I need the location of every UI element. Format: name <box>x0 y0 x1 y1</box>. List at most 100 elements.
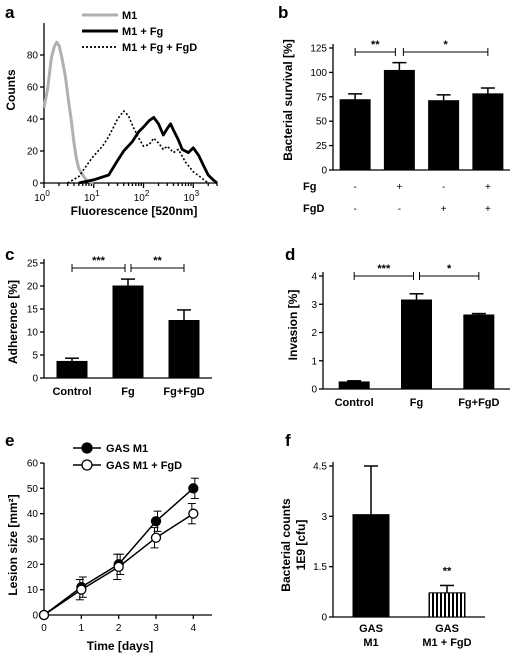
y-tick-label: 0 <box>32 611 38 622</box>
category-label: Fg+FgD <box>458 397 499 409</box>
legend-label-m1-fg: M1 + Fg <box>122 26 163 38</box>
panel-c-letter: c <box>5 245 14 264</box>
significance-label: ** <box>153 255 162 267</box>
panel-a-xlabel: Fluorescence [520nm] <box>71 204 198 218</box>
y-tick-label: 0 <box>32 179 38 190</box>
bar <box>112 285 144 379</box>
series-line <box>67 110 209 184</box>
x-tick-label: 102 <box>134 189 150 204</box>
panel-e-letter: e <box>5 431 14 450</box>
panel-b-row-fg: Fg <box>303 181 316 193</box>
bar <box>428 592 466 618</box>
y-tick-label: 25 <box>27 259 39 270</box>
y-tick-label: 1.5 <box>313 562 327 573</box>
fg-mark: + <box>485 182 491 193</box>
y-tick-label: 15 <box>27 305 39 316</box>
y-tick-label: 25 <box>316 141 328 152</box>
y-tick-label: 10 <box>27 328 39 339</box>
panel-b-letter: b <box>278 3 288 22</box>
x-tick-label: 3 <box>153 623 159 634</box>
significance-label: *** <box>377 263 391 275</box>
category-label: Control <box>52 386 91 398</box>
legend-label-m1: M1 <box>122 10 137 22</box>
data-point <box>76 584 87 595</box>
panel-a-plot <box>42 40 218 185</box>
legend-label-gas-m1-fgd: GAS M1 + FgD <box>106 460 182 472</box>
bar <box>339 99 371 171</box>
series-line <box>78 116 218 185</box>
y-tick-label: 20 <box>27 147 39 158</box>
fg-mark: + <box>396 182 402 193</box>
panel-d-ylabel: Invasion [%] <box>286 290 300 361</box>
data-point <box>188 508 199 519</box>
bar <box>352 514 390 618</box>
y-tick-label: 5 <box>32 351 38 362</box>
x-tick-label: 103 <box>183 189 199 204</box>
y-tick-label: 80 <box>27 51 39 62</box>
legend-label-gas-m1: GAS M1 <box>106 443 148 455</box>
bar <box>168 320 200 379</box>
panel-b-ylabel: Bacterial survival [%] <box>281 39 295 160</box>
panel-a-ylabel: Counts <box>4 69 18 111</box>
panel-f-ylabel-line2: 1E9 [cfu] <box>294 520 308 571</box>
x-tick-label: 2 <box>116 623 122 634</box>
fg-mark: - <box>442 182 445 193</box>
y-tick-label: 0 <box>321 613 327 624</box>
category-label: Fg <box>121 386 134 398</box>
y-tick-label: 0 <box>311 385 317 396</box>
panel-a-letter: a <box>5 3 15 22</box>
y-tick-label: 60 <box>27 459 39 470</box>
fgd-mark: + <box>441 204 447 215</box>
category-label: Fg <box>410 397 423 409</box>
y-tick-label: 100 <box>310 68 327 79</box>
y-tick-label: 40 <box>27 509 39 520</box>
x-tick-label: 4 <box>191 623 197 634</box>
fg-mark: - <box>353 182 356 193</box>
panel-f: f Bacterial counts 1E9 [cfu] 0 1.5 3 4.5 GAS… <box>279 431 485 649</box>
y-tick-label: 50 <box>316 117 328 128</box>
y-tick-label: 0 <box>321 166 327 177</box>
significance-label: * <box>443 39 448 51</box>
panel-f-plot: 0 1.5 3 4.5 GAS M1 GAS M1 + FgD ** <box>313 462 485 649</box>
y-tick-label: 20 <box>27 282 39 293</box>
legend-marker-gas-m1-fgd <box>81 459 93 471</box>
y-tick-label: 1 <box>311 356 317 367</box>
series-line <box>42 40 95 185</box>
panel-c: c Adherence [%] 0 5 10 15 20 25 Control Fg Fg+Fg… <box>5 245 212 398</box>
panel-d-letter: d <box>285 245 295 264</box>
x-tick-label: 0 <box>41 623 47 634</box>
panel-f-ylabel-line1: Bacterial counts <box>279 498 293 592</box>
panel-e: e Lesion size [mm²] Time [days] 01020304… <box>5 431 212 653</box>
y-tick-label: 0 <box>32 374 38 385</box>
category-label-line2: M1 + FgD <box>422 637 471 649</box>
bar <box>463 314 495 390</box>
y-tick-label: 2 <box>311 328 317 339</box>
y-tick-label: 125 <box>310 44 327 55</box>
y-tick-label: 50 <box>27 484 39 495</box>
x-tick-label: 100 <box>34 189 50 204</box>
significance-label: ** <box>443 565 452 577</box>
x-tick-label: 1 <box>79 623 85 634</box>
category-label: Control <box>335 397 374 409</box>
panel-a-axes: 0 20 40 60 80 100 101 102 103 <box>27 23 218 204</box>
data-point <box>113 561 124 573</box>
legend-label-m1-fg-fgd: M1 + Fg + FgD <box>122 42 197 54</box>
y-tick-label: 10 <box>27 585 39 596</box>
y-tick-label: 20 <box>27 560 39 571</box>
bar <box>472 93 504 171</box>
significance-label: *** <box>92 255 106 267</box>
significance-label: ** <box>371 39 380 51</box>
y-tick-label: 4 <box>311 272 317 283</box>
category-label-line1: GAS <box>359 623 383 635</box>
y-tick-label: 30 <box>27 535 39 546</box>
panel-e-plot: 0 10 20 30 40 50 60 0 1 2 3 4 <box>27 459 212 634</box>
data-point <box>150 532 162 543</box>
category-label: Fg+FgD <box>163 386 204 398</box>
y-tick-label: 60 <box>27 83 39 94</box>
category-label-line1: GAS <box>435 623 459 635</box>
